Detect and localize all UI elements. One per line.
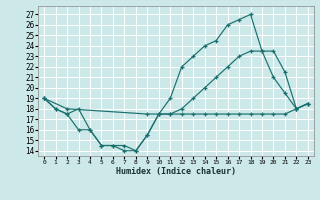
X-axis label: Humidex (Indice chaleur): Humidex (Indice chaleur)	[116, 167, 236, 176]
